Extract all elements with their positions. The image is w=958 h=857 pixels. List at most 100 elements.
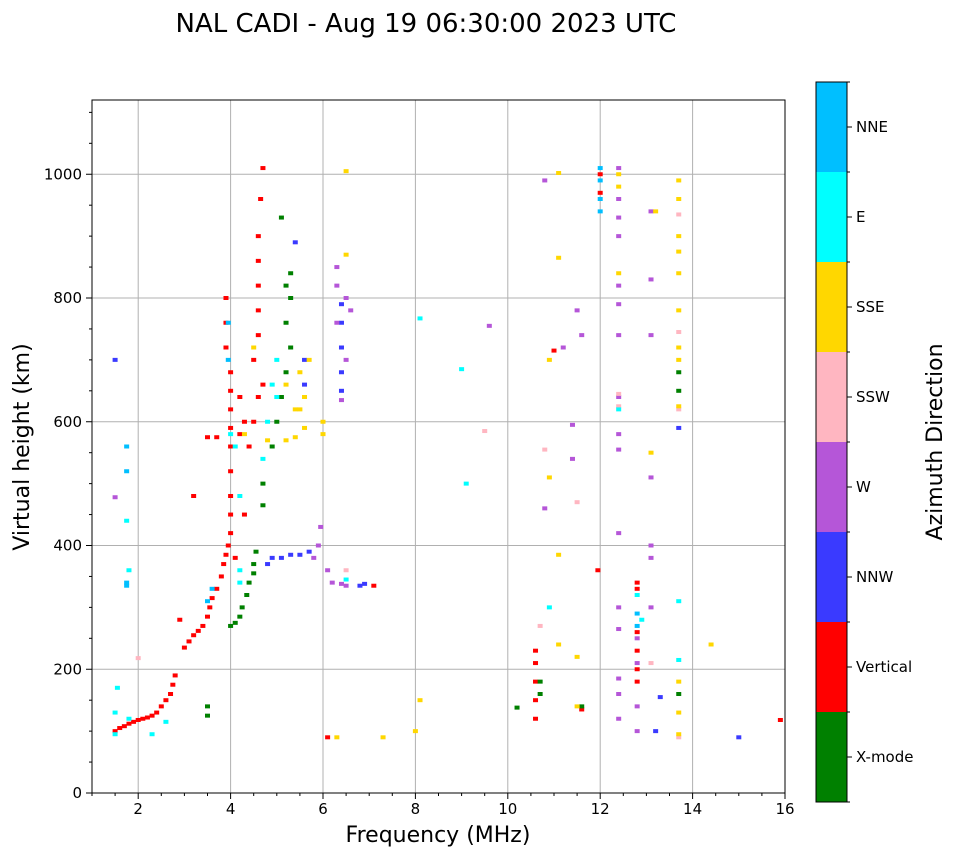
data-point-vertical [228,444,234,449]
data-point-w [343,296,349,300]
data-point-vertical [533,679,539,684]
data-point-vertical [144,715,150,720]
data-point-sse [297,370,303,375]
data-point-vertical [140,716,146,721]
data-point-nnw [653,729,659,734]
data-point-w [311,555,317,560]
data-point-w [648,277,654,282]
colorbar-segment-ssw [816,352,847,442]
data-point-nnw [676,425,682,430]
data-point-w [329,580,335,585]
colorbar-segment-x-mode [816,712,847,802]
data-point-x-mode [278,215,284,220]
data-point-ssw [135,656,141,661]
data-point-e [343,577,349,582]
data-point-vertical [255,395,261,399]
data-point-w [325,568,331,573]
data-point-sse [241,432,247,437]
data-point-sse [283,438,289,443]
data-point-sse [676,679,682,684]
data-point-ssw [676,212,682,217]
data-point-sse [616,271,622,276]
data-point-nne [597,209,603,214]
data-point-vertical [205,614,210,619]
data-point-nne [225,320,231,325]
colorbar-label: W [856,478,871,496]
colorbar-segment-vertical [816,622,847,712]
data-point-sse [320,419,326,424]
data-point-vertical [634,586,640,591]
data-point-sse [676,404,682,409]
data-point-vertical [158,704,164,709]
data-point-vertical [579,707,585,712]
data-point-w [634,729,640,734]
data-point-vertical [149,713,155,718]
data-point-x-mode [232,620,238,625]
data-point-x-mode [283,370,289,375]
chart-title: NAL CADI - Aug 19 06:30:00 2023 UTC [176,9,677,39]
data-point-e [676,599,682,604]
data-point-sse [546,357,552,362]
data-point-w [348,308,354,313]
data-point-vertical [221,562,227,567]
data-point-nne [597,178,603,183]
data-point-w [334,265,340,270]
data-point-sse [265,438,271,443]
data-point-ssw [537,623,543,628]
data-point-sse [556,171,562,176]
data-point-nnw [302,357,308,362]
data-point-vertical [371,583,377,588]
data-point-x-mode [246,580,252,585]
data-point-w [616,605,622,610]
data-point-e [463,481,469,486]
data-point-sse [343,252,349,257]
data-point-vertical [207,605,213,610]
data-point-x-mode [205,713,210,718]
data-point-vertical [533,661,539,666]
data-point-e [676,657,682,662]
data-point-w [338,398,344,403]
data-point-x-mode [237,614,243,619]
data-point-sse [283,382,289,387]
y-axis-label: Virtual height (km) [10,343,35,550]
data-point-sse [676,710,682,715]
data-point-vertical [191,494,197,498]
data-point-nne [124,583,130,588]
data-point-sse [708,642,714,647]
data-point-e [634,593,640,597]
data-point-nnw [278,555,284,560]
data-point-sse [676,249,682,254]
data-point-e [237,580,243,585]
x-tick-label: 16 [775,800,794,818]
data-point-vertical [634,648,640,653]
data-point-nne [124,444,130,449]
data-point-nne [209,586,215,591]
data-point-vertical [228,425,234,430]
data-point-nnw [302,382,308,387]
data-point-ssw [542,447,548,452]
data-point-sse [380,735,386,740]
data-point-w [542,506,548,511]
data-point-vertical [533,698,539,703]
data-point-nne [634,623,640,628]
data-point-vertical [117,726,123,731]
data-point-x-mode [288,345,294,350]
data-point-x-mode [537,692,543,696]
data-point-e [260,456,266,461]
data-point-e [269,382,275,387]
data-point-vertical [170,682,176,687]
data-point-nne [597,166,603,171]
data-point-vertical [228,370,234,375]
data-point-vertical [154,710,160,715]
data-point-e [112,732,118,737]
data-point-vertical [597,190,603,195]
data-point-nnw [265,562,271,567]
data-point-vertical [186,639,192,644]
colorbar-segment-nnw [816,532,847,622]
data-point-e [459,367,465,372]
data-point-vertical [177,617,183,622]
data-point-sse [412,729,418,734]
data-point-nnw [338,388,344,393]
data-points [112,166,783,740]
